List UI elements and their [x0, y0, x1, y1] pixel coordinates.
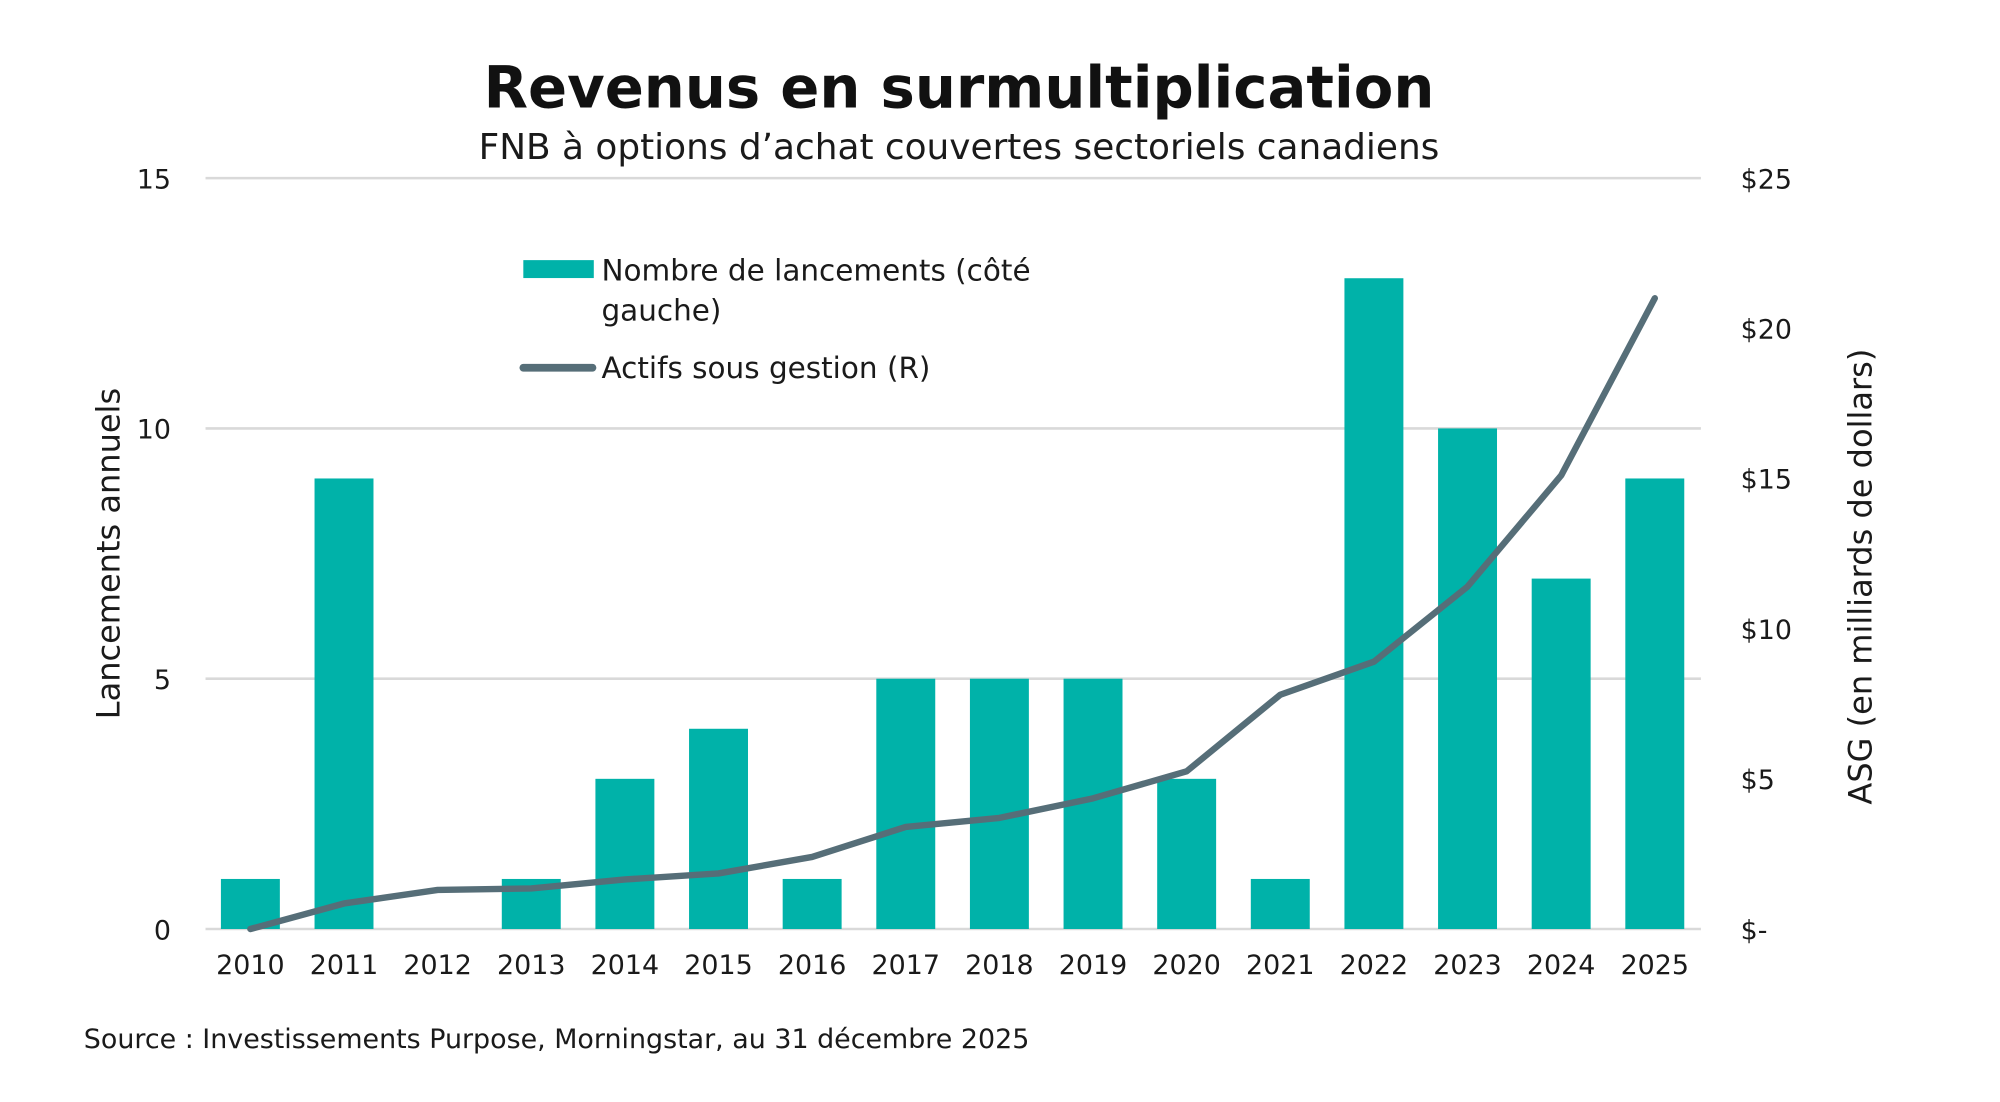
y-tick-label: 5 [154, 665, 171, 696]
y-tick-label: 15 [137, 164, 171, 195]
y2-tick-label: $15 [1741, 465, 1792, 496]
x-tick-label: 2018 [965, 950, 1033, 981]
x-tick-label: 2013 [497, 950, 565, 981]
y-axis-label: Lancements annuels [90, 388, 128, 719]
x-tick-label: 2022 [1340, 950, 1408, 981]
bar-2020 [1157, 778, 1217, 930]
x-tick-label: 2016 [778, 950, 846, 981]
x-tick-label: 2021 [1246, 950, 1314, 981]
bar-2011 [314, 478, 374, 930]
x-tick-label: 2012 [403, 950, 471, 981]
bar-2017 [876, 678, 936, 930]
source-note: Source : Investissements Purpose, Mornin… [84, 1024, 1030, 1055]
bar-2014 [595, 778, 655, 930]
x-tick-label: 2023 [1433, 950, 1501, 981]
bar-2023 [1438, 428, 1498, 930]
bar-2025 [1625, 478, 1685, 930]
chart-subtitle: FNB à options d’achat couvertes sectorie… [479, 127, 1440, 168]
y2-tick-label: $5 [1741, 765, 1775, 796]
x-tick-label: 2020 [1152, 950, 1220, 981]
chart-title: Revenus en surmultiplication [484, 54, 1435, 122]
bar-2016 [782, 878, 842, 930]
x-tick-label: 2024 [1527, 950, 1595, 981]
legend-swatch-bars [523, 260, 594, 279]
x-tick-label: 2014 [591, 950, 659, 981]
y2-tick-label: $10 [1741, 615, 1792, 646]
y2-tick-label: $20 [1741, 315, 1792, 346]
aum-line [247, 295, 1658, 933]
legend: Nombre de lancements (côté gauche) Actif… [519, 254, 1031, 385]
y2-tick-label: $25 [1741, 164, 1792, 195]
y2-tick-label: $- [1741, 915, 1768, 946]
bar-2015 [689, 728, 748, 930]
bar-2021 [1250, 878, 1310, 930]
bar-2024 [1531, 578, 1591, 930]
legend-label-bars-2: gauche) [601, 293, 721, 327]
y2-axis-label: ASG (en milliards de dollars) [1841, 349, 1879, 805]
x-tick-label: 2025 [1621, 950, 1689, 981]
x-tick-label: 2019 [1059, 950, 1127, 981]
x-tick-label: 2010 [216, 950, 284, 981]
legend-label-line: Actifs sous gestion (R) [601, 351, 930, 385]
x-tick-label: 2011 [310, 950, 378, 981]
legend-label-bars-1: Nombre de lancements (côté [601, 254, 1030, 288]
x-tick-label: 2017 [872, 950, 940, 981]
bar-2018 [969, 678, 1029, 930]
y-tick-label: 10 [137, 415, 171, 446]
x-tick-label: 2015 [684, 950, 752, 981]
y-tick-label: 0 [154, 915, 171, 946]
bar-2022 [1344, 278, 1404, 930]
